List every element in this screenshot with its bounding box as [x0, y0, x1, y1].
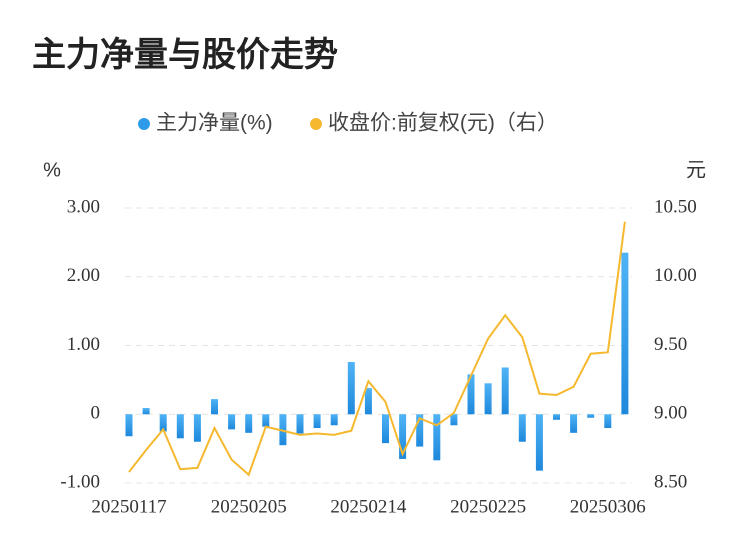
bar: [570, 414, 578, 433]
bar: [313, 414, 321, 428]
legend-label: 主力净量(%): [156, 112, 273, 135]
x-tick-label: 20250117: [91, 496, 166, 517]
y-axis-label: %: [43, 159, 61, 181]
bar: [364, 388, 372, 415]
bar: [621, 252, 629, 415]
legend-label: 收盘价:前复权(元)（右）: [328, 112, 558, 135]
y-tick-label: -1.00: [60, 471, 100, 492]
y-tick-label: 1.00: [67, 334, 100, 355]
bar: [467, 374, 475, 415]
bar: [604, 414, 612, 428]
y2-tick-label: 9.50: [654, 334, 687, 355]
bar: [228, 414, 236, 430]
bar: [211, 399, 218, 415]
y2-tick-label: 8.50: [654, 471, 687, 492]
bar: [450, 414, 458, 426]
bar: [501, 367, 509, 415]
bar: [433, 414, 441, 461]
bar: [347, 362, 355, 415]
bar: [142, 408, 150, 415]
bar: [484, 383, 492, 415]
chart-title: 主力净量与股价走势: [32, 36, 338, 74]
legend-marker: [310, 118, 322, 130]
x-tick-label: 20250225: [450, 496, 526, 517]
bar: [587, 414, 595, 418]
bar: [416, 414, 424, 447]
y2-axis-label: 元: [686, 159, 706, 181]
bar: [262, 414, 270, 427]
y-tick-label: 2.00: [67, 265, 100, 286]
bar: [330, 414, 338, 426]
bar: [296, 414, 304, 434]
y2-tick-label: 10.00: [654, 265, 697, 286]
y2-tick-label: 9.00: [654, 403, 687, 424]
bar: [518, 414, 526, 442]
legend-marker: [138, 118, 150, 130]
bar: [159, 414, 167, 432]
bar: [176, 414, 184, 439]
bar: [193, 414, 201, 442]
bar: [245, 414, 253, 433]
bar: [382, 414, 389, 444]
y2-tick-label: 10.50: [654, 196, 697, 217]
price-line: [128, 221, 626, 477]
y-tick-label: 0: [91, 403, 101, 424]
bar: [399, 414, 407, 459]
x-tick-label: 20250205: [211, 496, 287, 517]
x-tick-label: 20250306: [570, 496, 646, 517]
bar: [553, 414, 560, 420]
bar: [279, 414, 287, 446]
bar: [125, 414, 133, 437]
bar: [535, 414, 543, 471]
y-tick-label: 3.00: [67, 196, 100, 217]
x-tick-label: 20250214: [330, 496, 407, 517]
